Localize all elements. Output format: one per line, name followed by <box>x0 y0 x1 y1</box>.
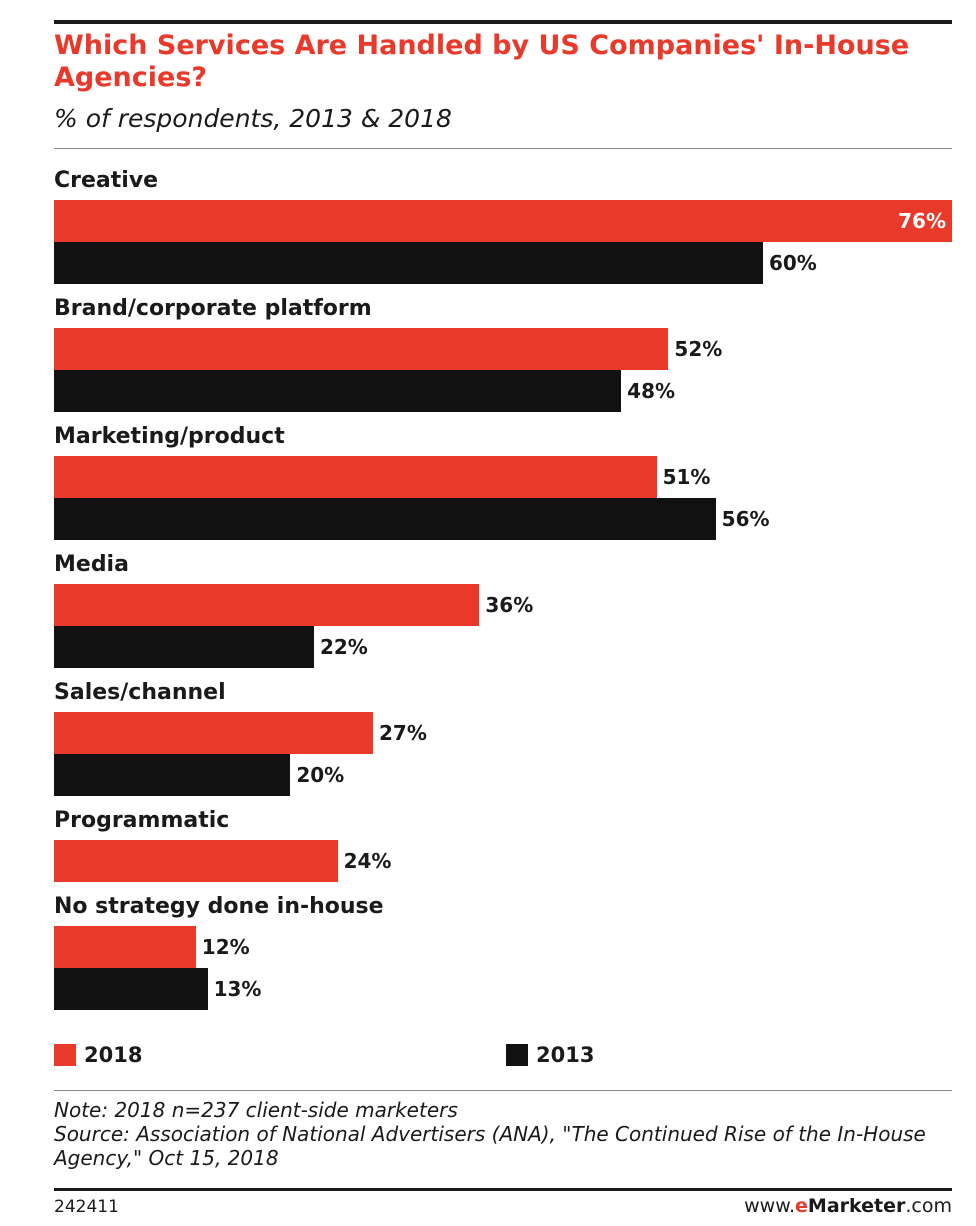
value-label-2018-brand-corporate-platform: 52% <box>674 337 723 361</box>
legend-label-2013: 2013 <box>536 1043 595 1067</box>
legend-item-2018: 2018 <box>54 1042 142 1068</box>
bar-2013-no-strategy-done-in-house <box>54 968 208 1010</box>
site-credit: www.eMarketer.com <box>744 1195 952 1217</box>
value-label-2018-marketing-product: 51% <box>662 465 711 489</box>
category-label-programmatic: Programmatic <box>54 808 230 833</box>
value-label-2013-creative: 60% <box>768 251 817 275</box>
bar-2018-brand-corporate-platform <box>54 328 669 370</box>
header-divider <box>54 148 952 149</box>
bar-2018-no-strategy-done-in-house <box>54 926 196 968</box>
bar-2013-marketing-product <box>54 498 716 540</box>
legend-label-2018: 2018 <box>84 1043 143 1067</box>
category-label-creative: Creative <box>54 168 159 193</box>
value-label-2013-brand-corporate-platform: 48% <box>627 379 676 403</box>
site-brand-e: e <box>795 1195 808 1217</box>
value-label-2013-no-strategy-done-in-house: 13% <box>213 977 262 1001</box>
value-label-2018-media: 36% <box>485 593 534 617</box>
bar-2013-creative <box>54 242 763 284</box>
site-prefix: www. <box>744 1195 796 1217</box>
value-label-2013-media: 22% <box>319 635 368 659</box>
legend-swatch-2018 <box>54 1044 76 1066</box>
source-text: Source: Association of National Advertis… <box>54 1122 926 1170</box>
value-label-2018-no-strategy-done-in-house: 12% <box>201 935 250 959</box>
chart-title: Which Services Are Handled by US Compani… <box>54 30 910 93</box>
site-brand-rest: Marketer <box>807 1195 906 1217</box>
legend-item-2013: 2013 <box>506 1042 594 1068</box>
value-label-2013-sales-channel: 20% <box>296 763 345 787</box>
bar-2018-media <box>54 584 480 626</box>
top-rule <box>54 20 952 24</box>
bottom-rule <box>54 1188 952 1191</box>
chart-subtitle: % of respondents, 2013 & 2018 <box>54 104 452 133</box>
bar-2013-media <box>54 626 314 668</box>
bar-2018-marketing-product <box>54 456 657 498</box>
category-label-media: Media <box>54 552 129 577</box>
legend-swatch-2013 <box>506 1044 528 1066</box>
category-label-no-strategy-done-in-house: No strategy done in-house <box>54 894 384 919</box>
value-label-2018-creative: 76% <box>898 209 946 233</box>
footer-divider <box>54 1090 952 1091</box>
bar-2013-sales-channel <box>54 754 291 796</box>
bar-2013-brand-corporate-platform <box>54 370 622 412</box>
value-label-2013-marketing-product: 56% <box>721 507 770 531</box>
value-label-2018-sales-channel: 27% <box>379 721 427 745</box>
value-label-2018-programmatic: 24% <box>343 849 392 873</box>
chart-id: 242411 <box>54 1197 119 1217</box>
bar-2018-sales-channel <box>54 712 374 754</box>
category-label-marketing-product: Marketing/product <box>54 424 285 449</box>
bar-2018-programmatic <box>54 840 338 882</box>
chart-note: Note: 2018 n=237 client-side marketers S… <box>54 1098 954 1170</box>
category-label-sales-channel: Sales/channel <box>54 680 226 705</box>
category-label-brand-corporate-platform: Brand/corporate platform <box>54 296 372 321</box>
site-suffix: .com <box>905 1195 952 1217</box>
note-text: Note: 2018 n=237 client-side marketers <box>54 1098 458 1122</box>
bar-2018-creative <box>54 200 952 242</box>
